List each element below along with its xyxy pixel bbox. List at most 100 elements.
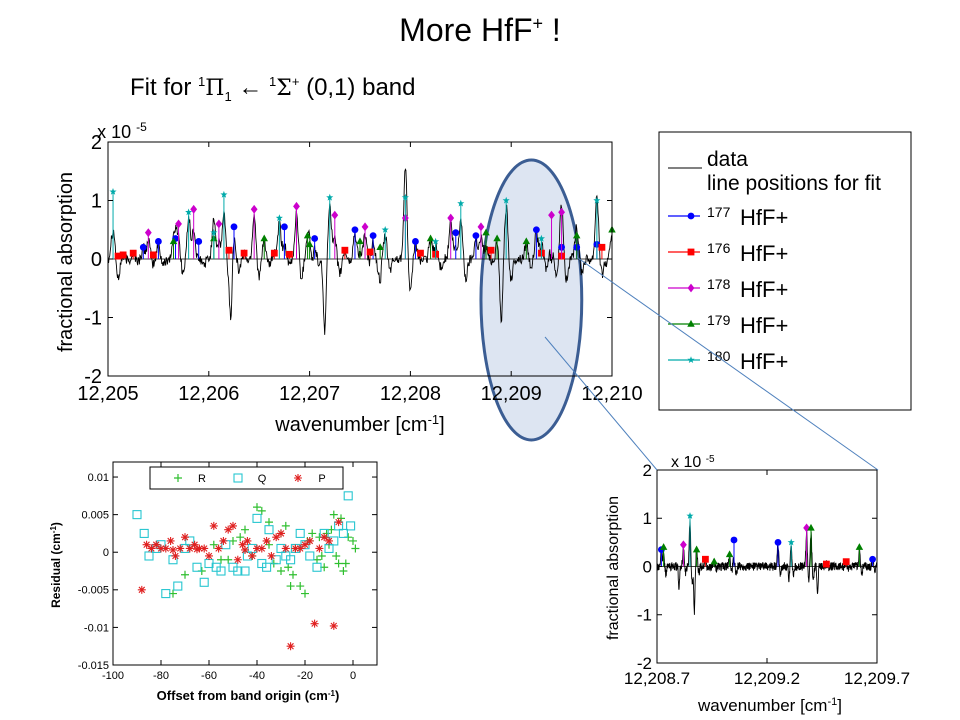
residual-point-P <box>205 551 213 560</box>
residual-point-Q <box>271 555 281 565</box>
line-position-hf176-shape <box>366 248 374 256</box>
x-tick-label: 12,209.7 <box>844 669 910 688</box>
line-position-hf179-shape <box>426 234 435 242</box>
residual-point-R-shape <box>265 518 273 527</box>
residual-x-label: Offset from band origin (cm-1) <box>157 688 340 703</box>
line-position-hf178-shape <box>215 219 223 229</box>
line-position-hf179 <box>305 240 314 248</box>
line-position-hf177-shape <box>155 238 162 245</box>
line-position-hf177-shape <box>351 226 359 234</box>
line-position-hf176-shape <box>286 250 293 258</box>
residual-point-Q-shape <box>271 555 281 565</box>
legend-mass-176: 176 <box>707 240 731 256</box>
line-position-hf180-shape <box>210 228 218 236</box>
line-position-hf177-shape <box>412 238 419 245</box>
legend-mass-177: 177 <box>707 204 731 220</box>
line-position-hf179 <box>303 231 312 239</box>
residual-point-P-shape <box>233 555 242 564</box>
line-position-hf176 <box>240 249 248 257</box>
residual-point-P <box>229 521 237 530</box>
residual-point-P-shape <box>277 529 285 538</box>
line-position-hf177-shape <box>195 238 203 245</box>
residual-legend-label-R: R <box>198 473 206 485</box>
residual-point-Q-shape <box>199 577 209 587</box>
residual-point-P-shape <box>152 540 161 549</box>
x-tick-label: 12,208.7 <box>624 669 690 688</box>
line-position-hf179 <box>855 543 864 550</box>
line-position-hf179-shape <box>482 228 490 236</box>
residual-point-P <box>315 544 324 553</box>
y-multiplier: x 10 -5 <box>671 454 715 472</box>
residual-point-R <box>257 506 266 515</box>
residual-point-Q <box>264 525 274 535</box>
residual-point-Q-shape <box>346 521 356 531</box>
residual-point-R <box>241 525 249 534</box>
residual-point-Q <box>346 521 356 531</box>
residual-point-Q-shape <box>139 528 149 538</box>
main-spectrum-chart: 12,205 12,206 12,207 12,208 12,209 12,210 -2 -1… <box>55 120 643 442</box>
line-position-hf177-shape <box>869 555 876 563</box>
residual-point-P-shape <box>267 551 276 560</box>
line-position-hf179-shape <box>305 240 314 248</box>
legend-box <box>658 131 912 411</box>
line-position-hf180 <box>502 196 510 204</box>
residual-point-P <box>248 551 257 560</box>
line-position-hf178-shape <box>477 222 485 232</box>
residual-point-P <box>200 544 209 553</box>
residual-legend-marker-R <box>174 474 182 482</box>
residual-point-P <box>296 544 305 553</box>
line-position-hf176-shape <box>702 555 709 563</box>
line-position-hf178-shape <box>447 213 455 223</box>
line-position-hf179 <box>260 234 268 242</box>
residual-point-Q <box>199 577 209 587</box>
line-position-hf178-shape <box>558 207 565 217</box>
residual-point-P-shape <box>219 536 228 545</box>
legend-marker-178-shape <box>687 283 695 293</box>
line-position-hf177-shape <box>230 223 238 231</box>
residual-point-R <box>217 555 225 564</box>
line-position-hf179 <box>710 557 718 565</box>
residual-point-P-shape <box>169 545 177 554</box>
residual-point-P <box>325 536 333 545</box>
line-position-hf177-shape <box>452 229 460 237</box>
line-position-hf176-shape <box>119 251 127 259</box>
legend-marker-180 <box>687 356 695 363</box>
residual-point-P-shape <box>248 551 257 560</box>
line-position-hf177-shape <box>774 538 782 546</box>
residual-point-R <box>289 570 297 579</box>
y-tick-label: 2 <box>91 132 102 154</box>
residual-point-P-shape <box>329 621 338 630</box>
residual-point-P <box>166 536 175 545</box>
line-position-hf176 <box>487 246 495 254</box>
residual-point-Q-shape <box>343 491 353 501</box>
legend-marker-179-shape <box>687 319 695 327</box>
line-position-hf180 <box>220 190 228 198</box>
line-position-hf177-shape <box>281 223 288 231</box>
line-position-hf176 <box>341 246 349 254</box>
residual-point-R-shape <box>181 570 189 579</box>
line-position-hf180 <box>109 188 117 195</box>
residual-point-P-shape <box>281 544 290 553</box>
residual-point-P <box>320 533 329 542</box>
residual-point-P-shape <box>214 544 223 553</box>
line-position-hf178-shape <box>548 210 555 220</box>
residual-point-Q-shape <box>286 555 296 565</box>
line-position-hf179-shape <box>169 237 178 245</box>
subtitle-upper-sup: 1 <box>198 74 206 89</box>
line-position-hf176 <box>119 251 127 259</box>
residual-y-label: Residual (cm-1) <box>49 522 64 608</box>
residual-point-Q-shape <box>252 513 262 523</box>
line-position-hf176-shape <box>842 558 850 566</box>
line-position-hf179-shape <box>692 545 701 553</box>
residual-point-Q-shape <box>295 528 305 538</box>
line-position-hf179-shape <box>725 550 734 558</box>
line-position-hf180-shape <box>275 214 283 222</box>
residual-point-P-shape <box>253 544 261 553</box>
x-tick-label: -40 <box>249 670 265 682</box>
line-position-hf177-shape <box>533 226 540 234</box>
residual-legend-marker-R-shape <box>174 474 182 482</box>
residual-point-R-shape <box>329 510 338 519</box>
line-position-hf180 <box>401 193 409 201</box>
residual-point-Q <box>240 566 250 576</box>
line-position-hf176-shape <box>240 249 248 257</box>
